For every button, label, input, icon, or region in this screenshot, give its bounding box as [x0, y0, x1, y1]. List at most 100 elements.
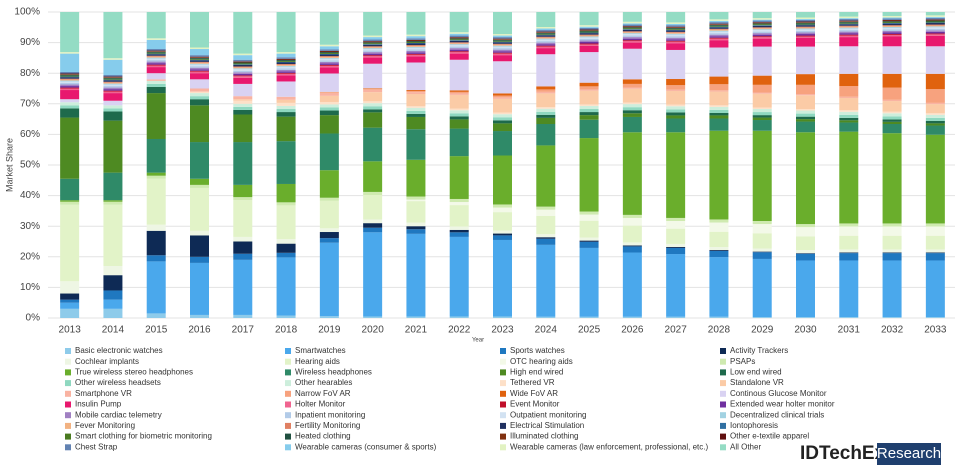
bar-segment: [233, 259, 253, 315]
bar-segment: [449, 39, 469, 41]
bar-segment: [839, 33, 859, 35]
bar-segment: [190, 262, 209, 315]
legend-swatch: [720, 412, 726, 419]
bar-segment: [103, 80, 123, 82]
x-tick-label: 2026: [621, 325, 644, 336]
bar-segment: [493, 155, 512, 205]
bar-segment: [449, 90, 469, 92]
bar-segment: [579, 45, 599, 53]
bar-segment: [276, 12, 296, 53]
bar-segment: [925, 253, 945, 261]
bar-segment: [449, 128, 469, 157]
bar-segment: [752, 112, 772, 116]
bar-segment: [276, 105, 296, 110]
bar-segment: [233, 241, 253, 254]
bar-segment: [60, 99, 80, 103]
bar-segment: [493, 48, 512, 50]
bar-segment: [622, 37, 642, 39]
legend-swatch: [500, 358, 506, 365]
bar-segment: [622, 113, 642, 117]
bar-segment: [709, 20, 729, 23]
bar-segment: [536, 107, 556, 109]
bar-segment: [709, 40, 729, 48]
bar-segment: [796, 236, 815, 251]
bar-segment: [882, 22, 902, 24]
bar-segment: [666, 85, 686, 90]
bar-segment: [839, 73, 859, 87]
bar-segment: [276, 72, 296, 74]
bar-segment: [406, 38, 426, 40]
bar-segment: [622, 110, 642, 114]
bar-segment: [276, 58, 296, 60]
bar-segment: [449, 32, 469, 34]
bar-segment: [190, 88, 209, 92]
bar-segment: [925, 260, 945, 318]
bar-segment: [363, 106, 383, 110]
bar-segment: [839, 249, 859, 253]
bar-segment: [146, 56, 166, 58]
bar-segment: [839, 117, 859, 121]
bar-segment: [709, 115, 729, 119]
bar-segment: [493, 38, 512, 40]
bar-segment: [103, 58, 123, 60]
bar-segment: [146, 51, 166, 52]
bar-segment: [666, 32, 686, 34]
legend-swatch: [65, 422, 71, 429]
bar-segment: [406, 34, 426, 37]
bar-segment: [579, 52, 599, 83]
bar-segment: [709, 84, 729, 91]
bar-segment: [449, 110, 469, 114]
bar-segment: [752, 224, 772, 234]
bar-segment: [233, 197, 253, 201]
bar-segment: [622, 88, 642, 103]
bar-segment: [146, 64, 166, 66]
bar-segment: [622, 24, 642, 27]
bar-segment: [276, 75, 296, 82]
bar-segment: [709, 28, 729, 30]
bar-segment: [796, 22, 815, 24]
bar-segment: [319, 63, 339, 65]
bar-segment: [493, 44, 512, 46]
bar-segment: [493, 45, 512, 47]
x-tick-label: 2030: [794, 325, 817, 336]
bar-segment: [363, 223, 383, 228]
bar-segment: [363, 232, 383, 317]
bar-segment: [493, 204, 512, 208]
bar-segment: [536, 32, 556, 33]
bar-segment: [406, 92, 426, 95]
bar-segment: [882, 17, 902, 19]
bar-segment: [449, 37, 469, 39]
bar-segment: [622, 28, 642, 30]
bar-segment: [752, 117, 772, 121]
bar-segment: [666, 316, 686, 318]
bar-segment: [839, 34, 859, 36]
bar-segment: [363, 55, 383, 57]
y-tick-label: 100%: [14, 7, 40, 18]
bar-segment: [146, 49, 166, 51]
bar-segment: [449, 52, 469, 54]
bar-segment: [579, 89, 599, 91]
bar-segment: [449, 232, 469, 237]
bar-segment: [796, 24, 815, 26]
bar-segment: [752, 93, 772, 108]
bar-segment: [709, 37, 729, 39]
bar-segment: [709, 38, 729, 41]
bar-segment: [622, 245, 642, 247]
bar-segment: [536, 111, 556, 115]
bar-segment: [579, 32, 599, 34]
bar-segment: [666, 104, 686, 107]
bar-segment: [60, 53, 80, 72]
bar-segment: [536, 91, 556, 94]
bar-segment: [233, 96, 253, 100]
bar-segment: [190, 62, 209, 64]
bar-segment: [60, 204, 80, 282]
bar-segment: [666, 247, 686, 248]
bar-segment: [752, 24, 772, 26]
bar-segment: [449, 202, 469, 206]
bar-segment: [276, 239, 296, 244]
bar-segment: [319, 53, 339, 54]
bar-segment: [146, 86, 166, 94]
bar-segment: [536, 316, 556, 318]
bar-segment: [579, 44, 599, 46]
bar-segment: [146, 224, 166, 231]
